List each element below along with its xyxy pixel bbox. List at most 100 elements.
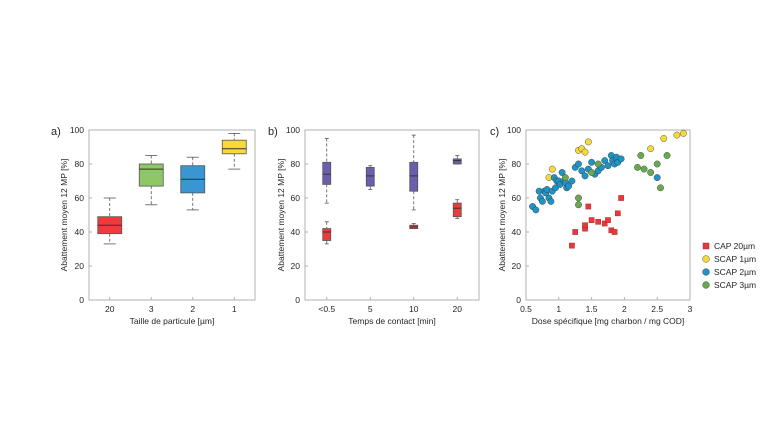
legend-marker bbox=[702, 281, 710, 289]
scatter-point bbox=[588, 169, 595, 176]
scatter-point bbox=[605, 217, 611, 223]
scatter-point bbox=[584, 138, 592, 146]
box-3-yellow bbox=[221, 132, 247, 170]
xtick-label: 2.5 bbox=[651, 304, 663, 314]
panel-c-ylabel: Abattement moyen 12 MP [%] bbox=[497, 159, 507, 272]
scatter-point bbox=[595, 218, 601, 225]
box-body bbox=[409, 161, 419, 192]
xtick-label: 1 bbox=[556, 304, 561, 314]
legend-label: CAP 20µm bbox=[714, 241, 755, 251]
box-2-purple bbox=[409, 134, 419, 211]
box-body bbox=[452, 202, 462, 218]
panel-c-points bbox=[529, 129, 687, 249]
scatter-point bbox=[548, 165, 556, 173]
scatter-point bbox=[575, 160, 582, 168]
ytick-label: 0 bbox=[295, 295, 300, 305]
panel-c-xlabel: Dose spécifique [mg charbon / mg COD] bbox=[532, 316, 685, 326]
series-scap2 bbox=[529, 152, 661, 214]
box-2-red bbox=[409, 223, 419, 230]
scatter-point bbox=[617, 155, 625, 163]
legend-marker bbox=[702, 255, 710, 263]
panel-a-xticks: 20 3 2 1 bbox=[105, 297, 237, 314]
ytick-label: 80 bbox=[291, 159, 301, 169]
xtick-label: 3 bbox=[149, 304, 154, 314]
panel-b-xlabel: Temps de contact [min] bbox=[348, 316, 435, 326]
scatter-point bbox=[575, 194, 582, 202]
scatter-point bbox=[547, 197, 555, 205]
ytick-label: 60 bbox=[291, 193, 301, 203]
scatter-point bbox=[647, 169, 655, 176]
panel-b-ylabel: Abattement moyen 12 MP [%] bbox=[276, 159, 286, 272]
scatter-point bbox=[653, 160, 661, 168]
xtick-label: 20 bbox=[453, 304, 463, 314]
panel-a-boxes bbox=[97, 132, 247, 245]
legend-marker bbox=[702, 242, 710, 250]
xtick-label: 3 bbox=[688, 304, 693, 314]
legend-label: SCAP 1µm bbox=[714, 254, 756, 264]
scatter-point bbox=[578, 167, 586, 175]
panel-b-boxes bbox=[322, 134, 462, 245]
scatter-point bbox=[647, 145, 655, 153]
ytick-label: 40 bbox=[291, 227, 301, 237]
ytick-label: 100 bbox=[507, 125, 521, 135]
scatter-point bbox=[680, 129, 687, 137]
scatter-point bbox=[601, 157, 609, 165]
panel-c-label: c) bbox=[490, 126, 499, 138]
legend-item: SCAP 3µm bbox=[702, 280, 756, 290]
scatter-point bbox=[539, 197, 546, 205]
box-1-purple bbox=[365, 165, 375, 190]
ytick-label: 20 bbox=[75, 261, 85, 271]
ytick-label: 60 bbox=[512, 193, 522, 203]
scatter-point bbox=[660, 135, 668, 142]
xtick-label: 0.5 bbox=[520, 304, 532, 314]
ytick-label: 80 bbox=[75, 159, 85, 169]
xtick-label: 1 bbox=[232, 304, 237, 314]
panel-b-xticks: <0.5 5 10 20 bbox=[318, 297, 462, 314]
scatter-point bbox=[532, 206, 540, 214]
panel-c-yticks: 0 20 40 60 80 100 bbox=[507, 125, 529, 305]
scatter-point bbox=[594, 160, 602, 168]
ytick-label: 0 bbox=[516, 295, 521, 305]
scatter-point bbox=[588, 158, 595, 166]
scatter-point bbox=[569, 242, 575, 249]
ytick-label: 0 bbox=[79, 295, 84, 305]
xtick-label: 10 bbox=[409, 304, 419, 314]
panel-b-label: b) bbox=[268, 126, 278, 138]
scatter-point bbox=[634, 163, 641, 171]
xtick-label: 2 bbox=[190, 304, 195, 314]
scatter-point bbox=[585, 203, 592, 210]
scatter-point bbox=[552, 184, 559, 192]
scatter-point bbox=[673, 131, 681, 139]
scatter-point bbox=[581, 172, 589, 180]
scatter-point bbox=[663, 152, 671, 159]
box-body bbox=[322, 161, 332, 185]
box-body bbox=[221, 139, 247, 155]
xtick-label: 5 bbox=[368, 304, 373, 314]
box-3-red bbox=[452, 199, 462, 219]
panel-c-axes-box bbox=[525, 129, 691, 301]
scatter-point bbox=[601, 220, 608, 227]
xtick-label: 2 bbox=[622, 304, 627, 314]
panel-a-ylabel: Abattement moyen 12 MP [%] bbox=[59, 159, 69, 272]
scatter-point bbox=[640, 165, 648, 173]
scatter-point bbox=[572, 229, 578, 235]
legend-item: SCAP 1µm bbox=[702, 254, 756, 264]
box-body bbox=[138, 163, 164, 187]
legend-label: SCAP 3µm bbox=[714, 280, 756, 290]
series-scap1 bbox=[545, 129, 687, 182]
ytick-label: 20 bbox=[291, 261, 301, 271]
panel-b-axes-box bbox=[304, 129, 480, 301]
ytick-label: 40 bbox=[512, 227, 522, 237]
series-scap3 bbox=[561, 152, 671, 209]
box-body bbox=[452, 158, 462, 165]
ytick-label: 20 bbox=[512, 261, 522, 271]
panel-a: a) 0 20 40 60 80 100 20 3 2 1 Taille de particul… bbox=[51, 125, 256, 326]
panel-a-yticks: 0 20 40 60 80 100 bbox=[70, 125, 92, 305]
panel-b-yticks: 0 20 40 60 80 100 bbox=[286, 125, 308, 305]
panel-a-axes-box bbox=[88, 129, 256, 301]
legend-marker bbox=[702, 268, 710, 276]
scatter-point bbox=[615, 210, 621, 217]
scatter-point bbox=[565, 182, 573, 190]
box-0-red bbox=[322, 221, 332, 245]
panel-b: b) 0 20 40 60 80 100 <0.5 5 10 20 Temps de conta… bbox=[268, 125, 480, 326]
